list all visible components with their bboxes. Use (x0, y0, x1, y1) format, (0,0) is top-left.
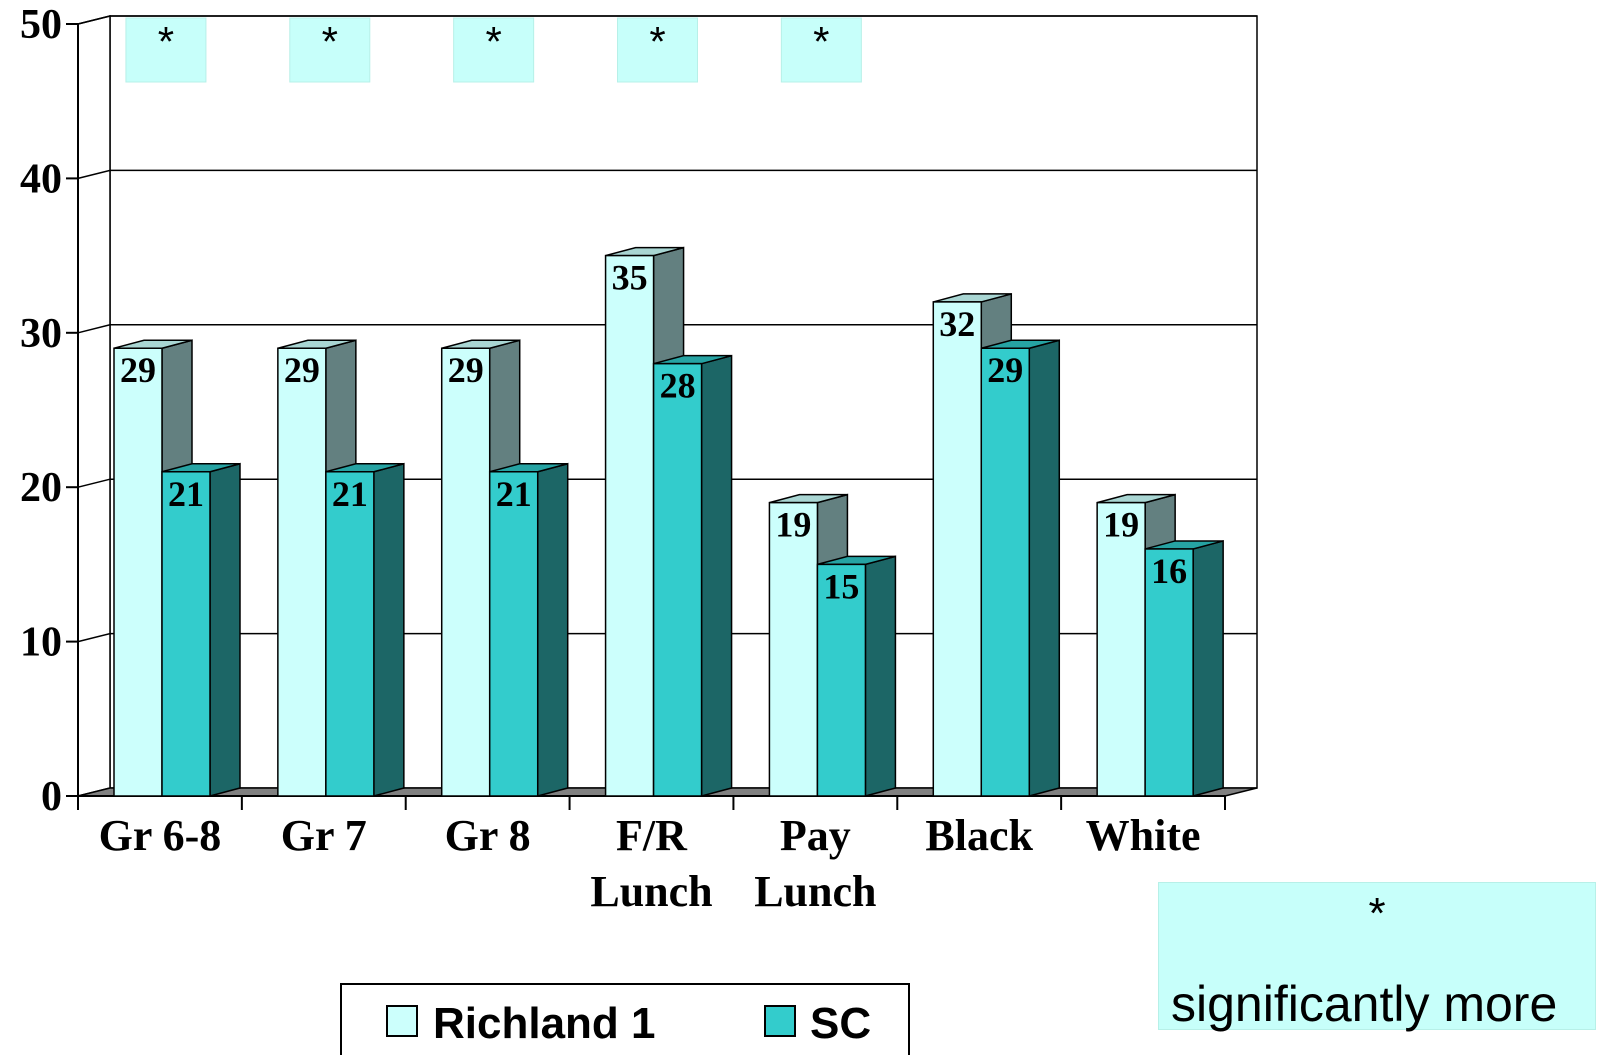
data-label: 29 (284, 350, 320, 390)
legend-item-richland-1-swatch (386, 1005, 418, 1037)
bar-front (277, 347, 327, 797)
y-tick-label: 30 (20, 311, 62, 357)
bar-sc (652, 354, 733, 797)
data-label: 28 (660, 366, 696, 406)
bar-sc (980, 339, 1061, 797)
significance-box (125, 17, 207, 83)
data-labels: 29 21 29 21 29 21 35 28 19 15 32 29 19 16 (120, 258, 1187, 607)
bar-front (113, 347, 163, 797)
bar-side (209, 462, 241, 797)
side-wall (77, 15, 111, 797)
bar-front (980, 347, 1031, 797)
legend: Richland 1 SC (340, 983, 910, 1055)
bar-front (325, 471, 375, 797)
legend-item-sc-swatch (764, 1005, 796, 1037)
data-label: 16 (1151, 551, 1187, 591)
category-labels: Gr 6-8 Gr 7 Gr 8 F/R Lunch Pay Lunch Black White (99, 811, 1201, 916)
bar-sc (816, 555, 897, 797)
category-label: Gr 7 (281, 811, 367, 860)
bar-front (768, 501, 819, 797)
data-label: 21 (168, 474, 204, 514)
data-label: 35 (612, 258, 648, 298)
data-label: 29 (120, 350, 156, 390)
gridline (77, 478, 1257, 488)
y-tick-label: 20 (20, 465, 62, 511)
bar-front (652, 362, 703, 797)
bar-side (864, 555, 897, 797)
data-label: 19 (1103, 505, 1139, 545)
significance-box (780, 17, 862, 83)
bars (113, 246, 1224, 797)
category-label: White (1086, 811, 1201, 860)
bar-sc (1144, 539, 1224, 797)
gridline (77, 169, 1257, 180)
data-label: 19 (775, 505, 811, 545)
category-label: Pay (780, 811, 851, 860)
legend-item-richland-1-label: Richland 1 (433, 999, 656, 1048)
significance-markers: * * * * * (125, 17, 862, 83)
bar-front (604, 254, 655, 797)
significance-star: * (158, 18, 174, 65)
bar-side (536, 462, 569, 797)
axes (66, 23, 1226, 810)
bar-front (440, 347, 491, 797)
significance-star: * (322, 18, 338, 65)
bar-sc (325, 462, 405, 797)
gridline (77, 15, 1257, 25)
significance-star: * (649, 18, 665, 65)
significance-box (289, 17, 371, 83)
gridlines (77, 15, 1257, 643)
category-label: F/R (616, 811, 688, 860)
significance-box (617, 17, 698, 83)
data-label: 21 (496, 474, 532, 514)
significance-star: * (485, 18, 501, 65)
category-label: Lunch (754, 867, 876, 916)
data-label: 15 (823, 566, 859, 606)
data-label: 32 (939, 304, 975, 344)
category-label: Gr 8 (445, 811, 531, 860)
significance-box (453, 17, 535, 83)
note-text: significantly more (1171, 976, 1558, 1032)
bar-front (488, 471, 539, 797)
category-label: Gr 6-8 (99, 811, 222, 860)
data-label: 29 (448, 350, 484, 390)
y-tick-label: 40 (20, 156, 62, 202)
legend-box (340, 983, 910, 1055)
bar-front (816, 563, 867, 797)
y-tick-label: 0 (41, 774, 62, 820)
bar-side (1192, 539, 1224, 797)
bar-front (932, 301, 983, 797)
bar-sc (488, 462, 569, 797)
category-label: Black (925, 811, 1033, 860)
note-marker: * (1368, 889, 1386, 938)
significance-note: * significantly more (1158, 882, 1596, 1032)
data-label: 29 (987, 350, 1023, 390)
bar-side (700, 354, 733, 797)
y-tick-labels: 0 10 20 30 40 50 (20, 2, 62, 820)
category-label: Lunch (590, 867, 712, 916)
gridline (77, 324, 1257, 334)
bar-sc (161, 462, 241, 797)
legend-item-sc-label: SC (810, 999, 871, 1048)
bar-side (373, 462, 405, 797)
y-tick-label: 50 (20, 2, 62, 48)
y-tick-label: 10 (20, 620, 62, 666)
bar-side (1028, 339, 1061, 797)
bar-front (161, 471, 211, 797)
bar-front (1144, 548, 1194, 797)
significance-star: * (813, 18, 829, 65)
bar-front (1096, 501, 1146, 797)
data-label: 21 (332, 474, 368, 514)
